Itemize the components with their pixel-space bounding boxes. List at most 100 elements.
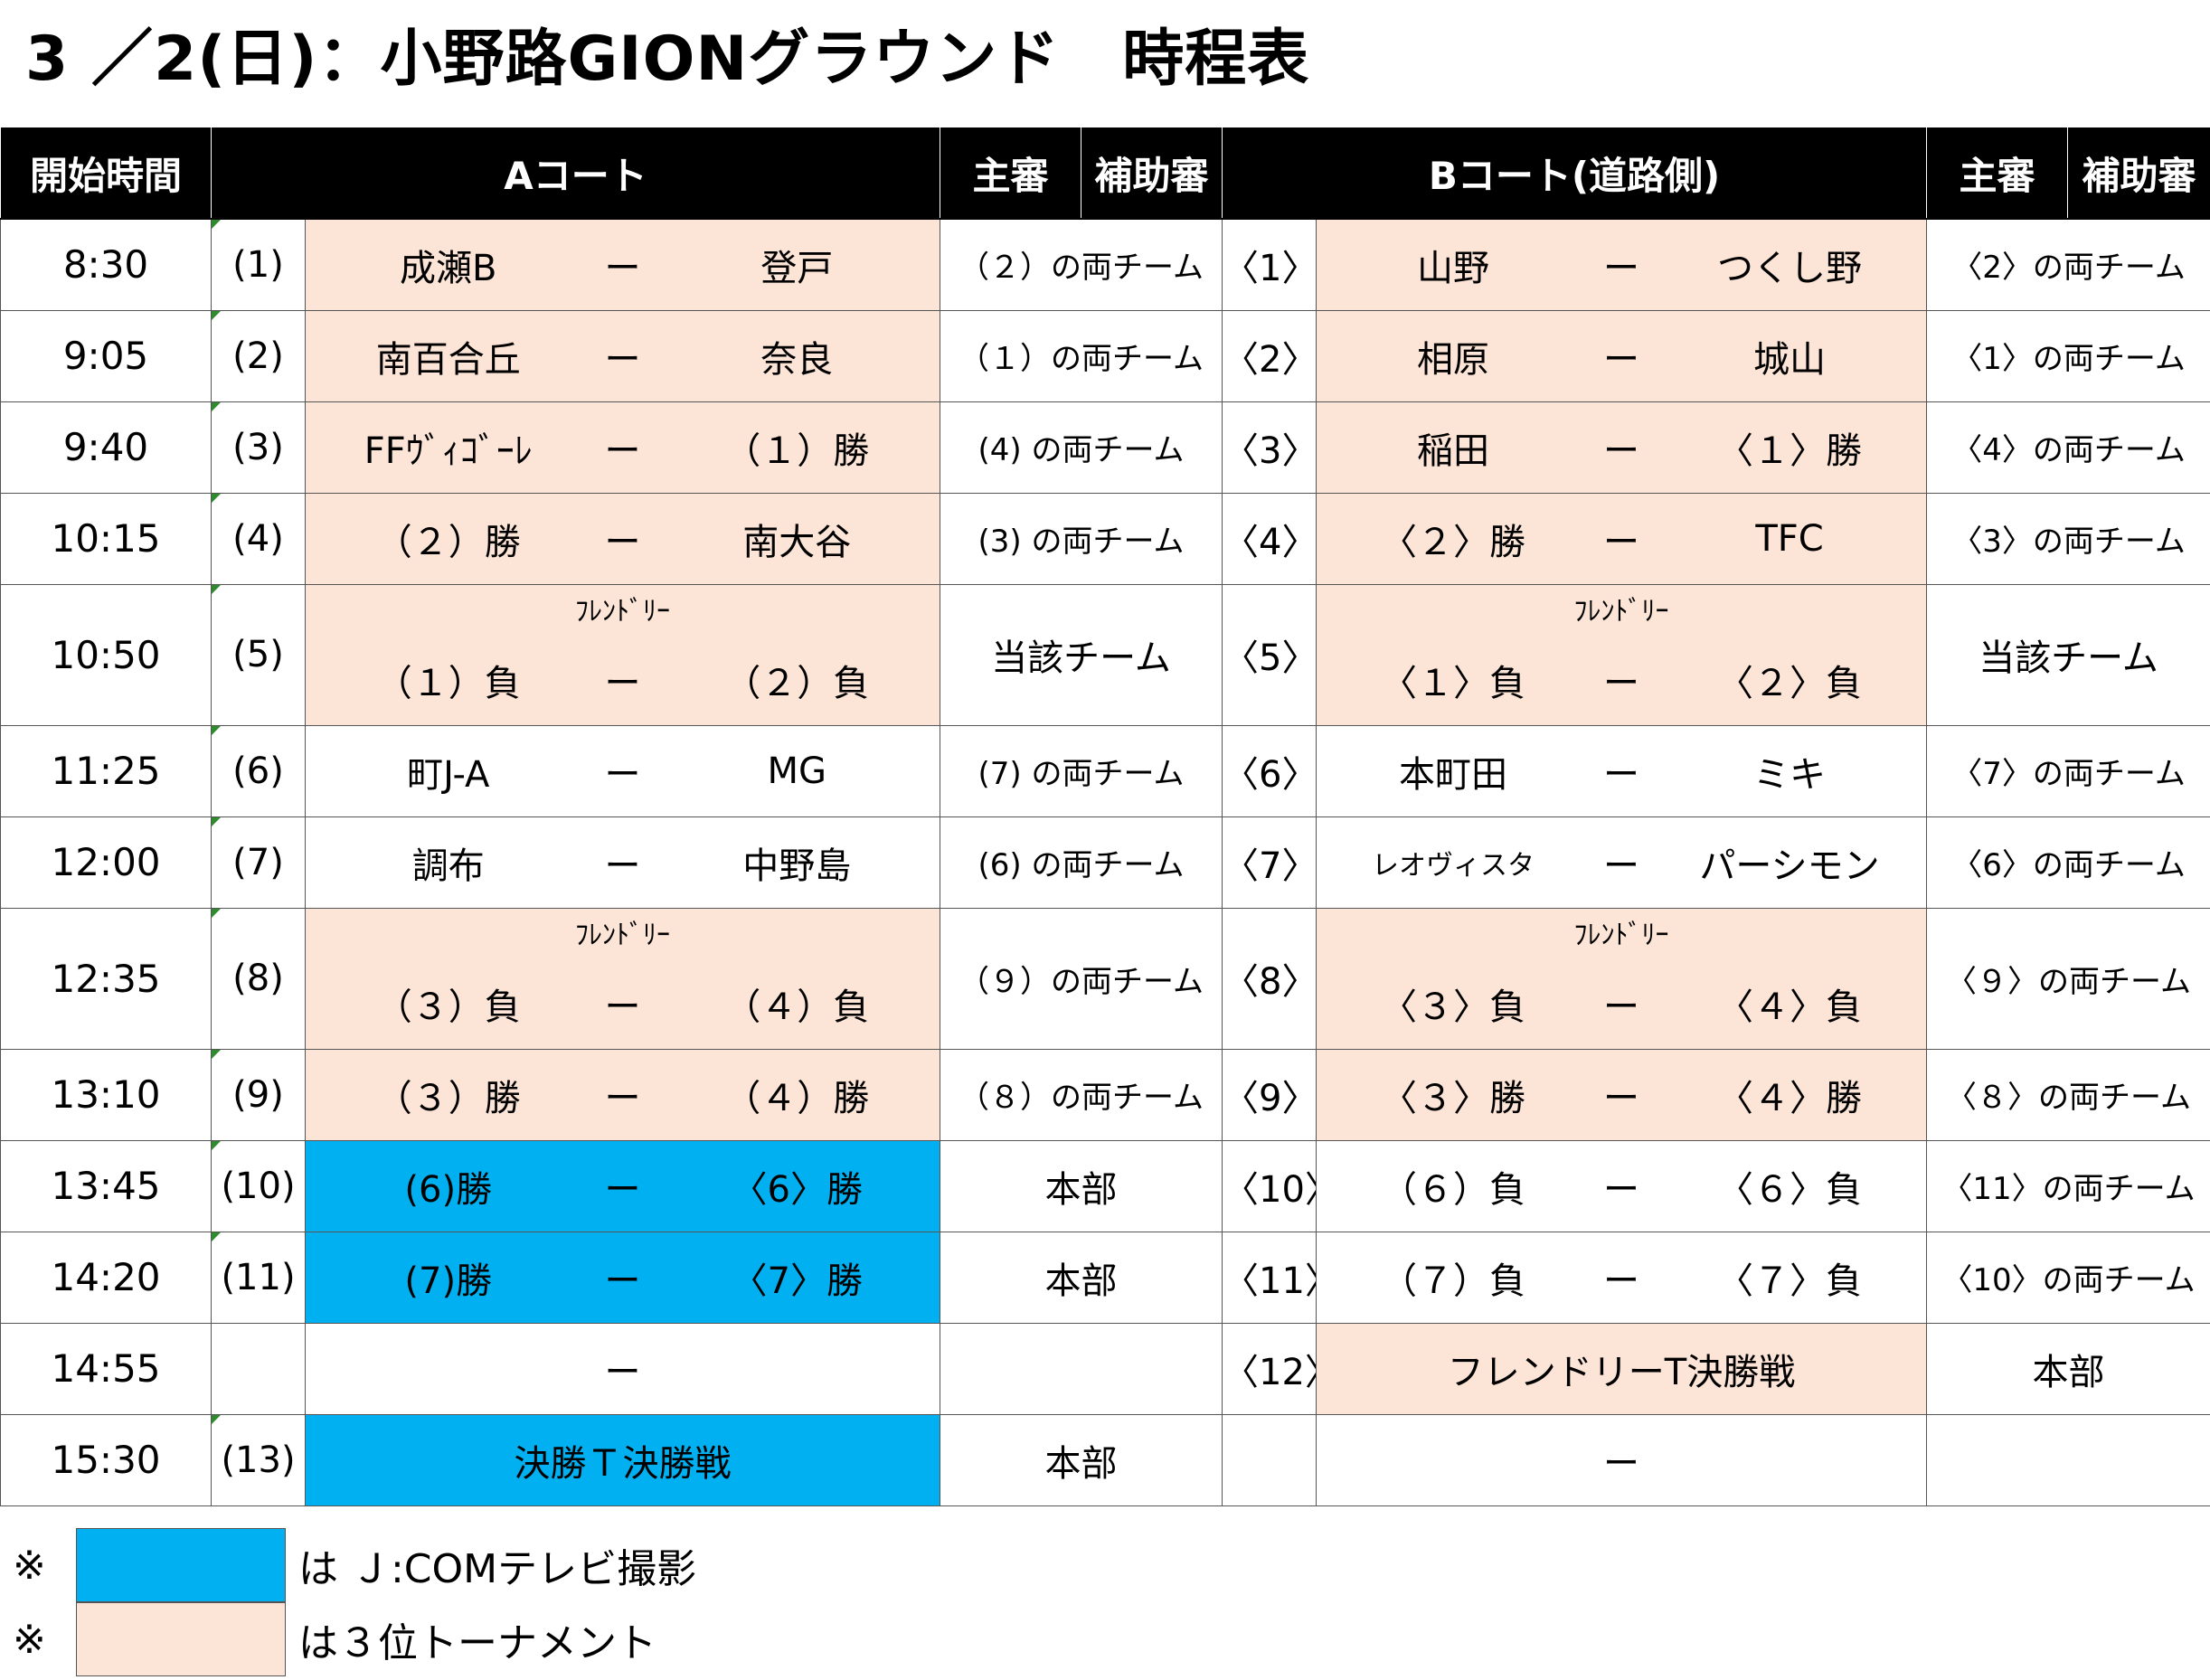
b-team-2: 城山 [1753, 338, 1827, 381]
header-row: 開始時間 Aコート 主審 補助審 Bコート(道路側) 主審 補助審 [0, 127, 2210, 220]
b-match: 相原 ー 城山 [1316, 309, 1928, 402]
note-mark: ※ [13, 1542, 46, 1589]
a-team-2: 奈良 [760, 338, 834, 381]
b-match-number: 〈11〉 [1222, 1231, 1318, 1324]
header-a-assist-ref: 補助審 [1081, 127, 1223, 220]
a-team-2: 〈6〉勝 [731, 1168, 863, 1211]
b-referee: 〈10〉の両チーム [1926, 1231, 2210, 1324]
a-referee: (6) の両チーム [940, 816, 1223, 909]
a-match-number: (5) [211, 583, 306, 726]
table-row: 14:20 (11) (7)勝 ー 〈7〉勝 本部 〈11〉 （７）負 ー 〈７〉負 〈… [0, 1231, 2210, 1324]
a-team-2: 南大谷 [742, 521, 852, 563]
start-time: 14:55 [0, 1322, 212, 1415]
a-match: ﾌﾚﾝﾄﾞﾘｰ （３）負 ー （４）負 [304, 907, 941, 1050]
table-row: 12:00 (7) 調布 ー 中野島 (6) の両チーム 〈7〉 レオヴィスタ ー パー… [0, 816, 2210, 909]
b-referee: 当該チーム [1926, 583, 2210, 726]
a-match: FFｳﾞｨｺﾞｰﾚ ー （１）勝 [304, 401, 941, 494]
table-row: 13:45 (10) (6)勝 ー 〈6〉勝 本部 〈10〉 （６）負 ー 〈６〉負 〈… [0, 1139, 2210, 1232]
b-match: ー [1316, 1413, 1928, 1506]
a-team-1: 町J-A [407, 753, 490, 796]
friendly-label: ﾌﾚﾝﾄﾞﾘｰ [575, 595, 670, 628]
start-time: 15:30 [0, 1413, 212, 1506]
vs-dash: ー [1603, 663, 1640, 704]
start-time: 9:40 [0, 401, 212, 494]
a-team-1: （２）勝 [375, 521, 521, 563]
table-row: 9:40 (3) FFｳﾞｨｺﾞｰﾚ ー （１）勝 (4) の両チーム 〈3〉 稲田… [0, 401, 2210, 494]
a-referee: (4) の両チーム [940, 401, 1223, 494]
start-time: 10:50 [0, 583, 212, 726]
a-match: ﾌﾚﾝﾄﾞﾘｰ （１）負 ー （２）負 [304, 583, 941, 726]
a-team-2: MG [767, 750, 827, 792]
b-match-number: 〈9〉 [1222, 1048, 1318, 1141]
b-team-1: （６）負 [1381, 1168, 1526, 1211]
header-b-assist-ref: 補助審 [2067, 127, 2210, 220]
vs-dash: ー [1603, 1077, 1640, 1119]
b-match-number: 〈6〉 [1222, 724, 1318, 817]
b-team-2: 〈１〉勝 [1717, 429, 1863, 472]
b-match: 〈２〉勝 ー TFC [1316, 492, 1928, 585]
peach-swatch [76, 1602, 286, 1676]
b-referee: 〈９〉の両チーム [1926, 907, 2210, 1050]
a-team-2: （４）勝 [724, 1077, 870, 1119]
b-match: 山野 ー つくし野 [1316, 218, 1928, 311]
b-match: ﾌﾚﾝﾄﾞﾘｰ 〈１〉負 ー 〈２〉負 [1316, 583, 1928, 726]
a-match: 南百合丘 ー 奈良 [304, 309, 941, 402]
a-team-2: （２）負 [724, 663, 870, 704]
a-match: ー [304, 1322, 941, 1415]
a-team-1: 南百合丘 [375, 338, 521, 381]
b-team-1: 〈３〉勝 [1381, 1077, 1526, 1119]
b-referee [1926, 1413, 2210, 1506]
b-team-2: 〈７〉負 [1717, 1260, 1863, 1302]
b-match: 稲田 ー 〈１〉勝 [1316, 401, 1928, 494]
b-team-1: レオヴィスタ [1372, 849, 1535, 882]
a-match: 決勝Ｔ決勝戦 [304, 1413, 941, 1506]
b-match: （６）負 ー 〈６〉負 [1316, 1139, 1928, 1232]
a-referee: 当該チーム [940, 583, 1223, 726]
vs-dash: ー [604, 1260, 641, 1302]
vs-dash: ー [604, 663, 641, 704]
a-match-number: (10) [211, 1139, 306, 1232]
b-referee: 〈2〉の両チーム [1926, 218, 2210, 311]
b-match-number: 〈7〉 [1222, 816, 1318, 909]
table-row: 10:15 (4) （２）勝 ー 南大谷 (3) の両チーム 〈4〉 〈２〉勝 ー TF… [0, 492, 2210, 585]
a-match-number: (6) [211, 724, 306, 817]
b-team-1: 〈３〉負 [1381, 986, 1526, 1028]
a-match-number: (7) [211, 816, 306, 909]
a-match-number: (8) [211, 907, 306, 1050]
vs-dash: ー [604, 247, 641, 289]
a-match-number: (1) [211, 218, 306, 311]
table-row: 11:25 (6) 町J-A ー MG (7) の両チーム 〈6〉 本町田 ー ミキ 〈… [0, 724, 2210, 817]
b-team-2: 〈２〉負 [1717, 663, 1863, 704]
page-title: 3 ／2(日)：小野路GIONグラウンド 時程表 [25, 24, 1310, 95]
a-referee: （９）の両チーム [940, 907, 1223, 1050]
legend-peach-text: は３位トーナメント [298, 1620, 656, 1666]
b-referee: 〈1〉の両チーム [1926, 309, 2210, 402]
vs-dash: ー [1603, 753, 1640, 796]
b-team-1: 山野 [1417, 247, 1490, 289]
vs-dash: ー [604, 1168, 641, 1211]
table-row: 12:35 (8) ﾌﾚﾝﾄﾞﾘｰ （３）負ー（４）負 （９）の両チーム 〈8〉 … [0, 907, 2210, 1050]
a-match: 町J-A ー MG [304, 724, 941, 817]
a-team-1: FFｳﾞｨｺﾞｰﾚ [364, 429, 533, 472]
note-mark: ※ [13, 1616, 46, 1663]
b-referee: 〈6〉の両チーム [1926, 816, 2210, 909]
b-match: レオヴィスタ ー パーシモン [1316, 816, 1928, 909]
b-match: （７）負 ー 〈７〉負 [1316, 1231, 1928, 1324]
b-match-number: 〈8〉 [1222, 907, 1318, 1050]
a-team-1: 成瀬B [400, 247, 497, 289]
table-row: 8:30 (1) 成瀬B ー 登戸 （２）の両チーム 〈1〉 山野 ー つくし野 〈2〉… [0, 218, 2210, 311]
schedule-table: 開始時間 Aコート 主審 補助審 Bコート(道路側) 主審 補助審 8:30 (… [0, 127, 2210, 1506]
header-time: 開始時間 [0, 127, 212, 220]
a-match-number: (3) [211, 401, 306, 494]
start-time: 9:05 [0, 309, 212, 402]
b-match-number: 〈3〉 [1222, 401, 1318, 494]
a-referee: (7) の両チーム [940, 724, 1223, 817]
a-match: 調布 ー 中野島 [304, 816, 941, 909]
b-team-1: 稲田 [1417, 429, 1490, 472]
legend-peach: ※ は３位トーナメント [13, 1602, 656, 1676]
a-team-1: (7)勝 [404, 1260, 493, 1302]
header-a-court: Aコート [210, 127, 941, 220]
a-team-1: （３）負 [375, 986, 521, 1028]
vs-dash: ー [1603, 338, 1640, 381]
b-team-1: 本町田 [1399, 753, 1508, 796]
